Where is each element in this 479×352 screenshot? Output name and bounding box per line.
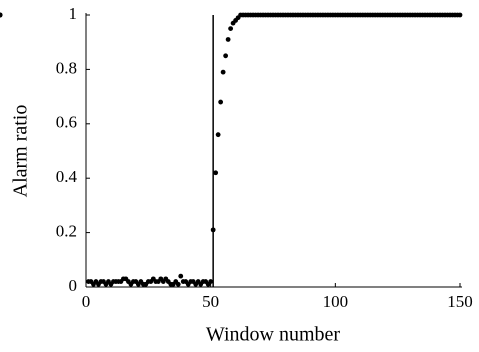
y-tick-label: 0.6 [56,113,77,132]
y-axis-label: Alarm ratio [10,105,32,198]
point [228,26,234,31]
y-tick-label: 0.4 [56,167,78,186]
point [220,69,226,75]
point [457,12,463,18]
y-tick-label: 0.8 [56,58,77,77]
x-tick-label: 50 [202,292,219,311]
point [178,273,184,279]
x-tick-label: 150 [447,292,473,311]
x-tick-label: 0 [82,292,91,311]
point [208,279,214,284]
point [218,99,224,105]
y-tick-label: 0 [69,276,78,295]
x-axis-label: Window number [206,324,341,346]
y-tick-label: 0.2 [56,222,77,241]
point [175,281,181,287]
point [0,12,3,18]
point [215,132,221,138]
point [213,170,219,176]
point [225,37,231,42]
point [223,53,229,59]
point [210,227,216,233]
x-tick-label: 100 [323,292,349,311]
y-tick-label: 1 [69,4,78,23]
